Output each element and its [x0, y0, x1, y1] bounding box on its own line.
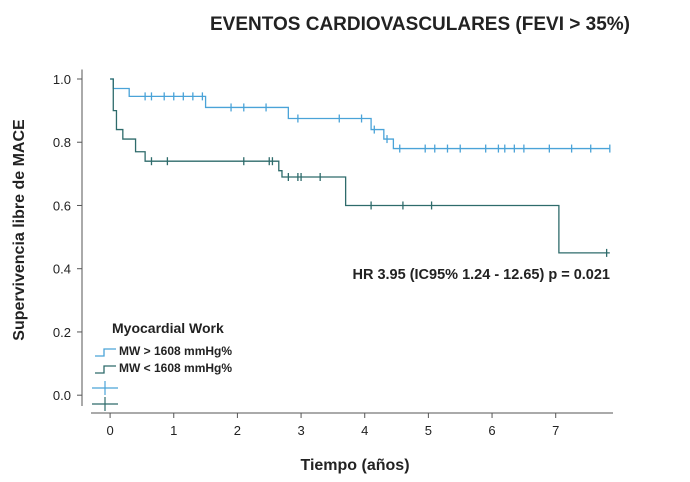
y-tick-label: 0.0	[53, 388, 71, 403]
y-axis-label: Supervivencia libre de MACE	[11, 119, 28, 341]
survival-curve	[110, 78, 610, 254]
x-axis-label: Tiempo (años)	[300, 457, 409, 474]
legend-label: MW < 1608 mmHg%	[119, 361, 232, 375]
legend-decoration	[92, 397, 118, 411]
chart-title: EVENTOS CARDIOVASCULARES (FEVI > 35%)	[210, 14, 630, 35]
x-tick-label: 6	[488, 423, 495, 438]
legend-swatch	[95, 348, 116, 357]
legend-title: Myocardial Work	[112, 320, 224, 336]
x-tick-label: 7	[552, 423, 559, 438]
x-tick-label: 4	[361, 423, 368, 438]
y-tick-label: 0.4	[53, 262, 71, 277]
x-tick-label: 0	[106, 423, 113, 438]
legend-label: MW > 1608 mmHg%	[119, 344, 232, 358]
x-tick-label: 1	[170, 423, 177, 438]
annotation: HR 3.95 (IC95% 1.24 - 12.65) p = 0.021	[352, 267, 610, 283]
y-tick-label: 1.0	[53, 72, 71, 87]
y-tick-label: 0.6	[53, 198, 71, 213]
x-tick-label: 5	[425, 423, 432, 438]
x-tick-label: 2	[234, 423, 241, 438]
y-tick-label: 0.8	[53, 135, 71, 150]
legend-decoration	[92, 381, 118, 395]
legend-swatch	[95, 365, 116, 374]
survival-curve	[110, 78, 610, 150]
x-tick-label: 3	[297, 423, 304, 438]
y-tick-label: 0.2	[53, 325, 71, 340]
